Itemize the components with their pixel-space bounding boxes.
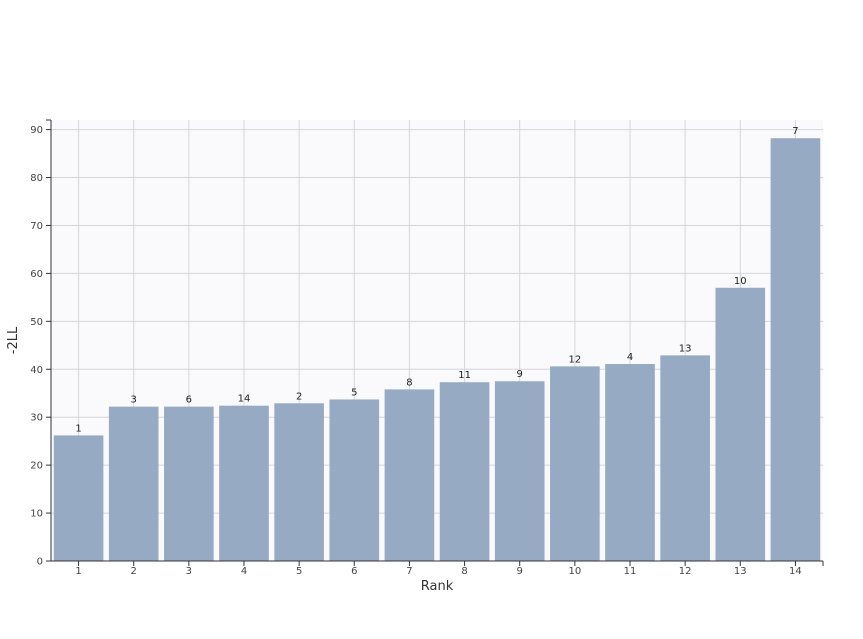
bar-label: 1 [75,423,81,434]
x-tick-label: 4 [241,566,247,577]
bar [329,399,380,561]
bar-label: 6 [186,395,192,406]
bar-label: 12 [568,354,581,365]
bar [219,405,269,561]
bar-label: 13 [679,343,692,354]
bar-label: 5 [351,387,357,398]
y-tick-label: 70 [30,221,43,232]
x-tick-label: 10 [568,566,581,577]
bar [384,389,435,561]
x-tick-label: 8 [461,566,467,577]
y-tick-label: 40 [30,365,43,376]
x-tick-label: 2 [131,566,137,577]
y-axis-title: -2LL [6,326,21,354]
y-tick-label: 10 [30,509,43,520]
x-axis-title: Rank [421,579,454,594]
bar-label: 9 [517,369,523,380]
x-tick-label: 5 [296,566,302,577]
x-tick-label: 3 [186,566,192,577]
x-tick-label: 11 [624,566,637,577]
x-tick-label: 9 [517,566,523,577]
bar-label: 11 [458,370,471,381]
bar [770,138,821,561]
y-tick-label: 0 [37,557,43,568]
x-tick-label: 12 [679,566,692,577]
y-tick-label: 20 [30,461,43,472]
y-tick-label: 30 [30,413,43,424]
bar-label: 2 [296,391,302,402]
bar [494,381,545,561]
x-tick-label: 1 [75,566,81,577]
bar [550,366,600,561]
bar-label: 8 [406,377,412,388]
y-tick-label: 50 [30,317,43,328]
bar [164,406,214,561]
x-tick-label: 13 [734,566,747,577]
bar-label: 14 [238,394,251,405]
bar-label: 10 [734,276,747,287]
bar [53,435,104,561]
bar-label: 3 [131,395,137,406]
bar [274,403,324,561]
y-tick-label: 90 [30,125,43,136]
x-tick-label: 6 [351,566,357,577]
y-tick-label: 60 [30,269,43,280]
y-tick-label: 80 [30,173,43,184]
bar-label: 7 [792,126,798,137]
bar [439,382,490,561]
bar [605,363,655,561]
x-tick-label: 7 [406,566,412,577]
bar [108,406,159,561]
bar [715,287,766,561]
bar [660,355,710,561]
bar-label: 4 [627,352,633,363]
x-tick-label: 14 [789,566,802,577]
